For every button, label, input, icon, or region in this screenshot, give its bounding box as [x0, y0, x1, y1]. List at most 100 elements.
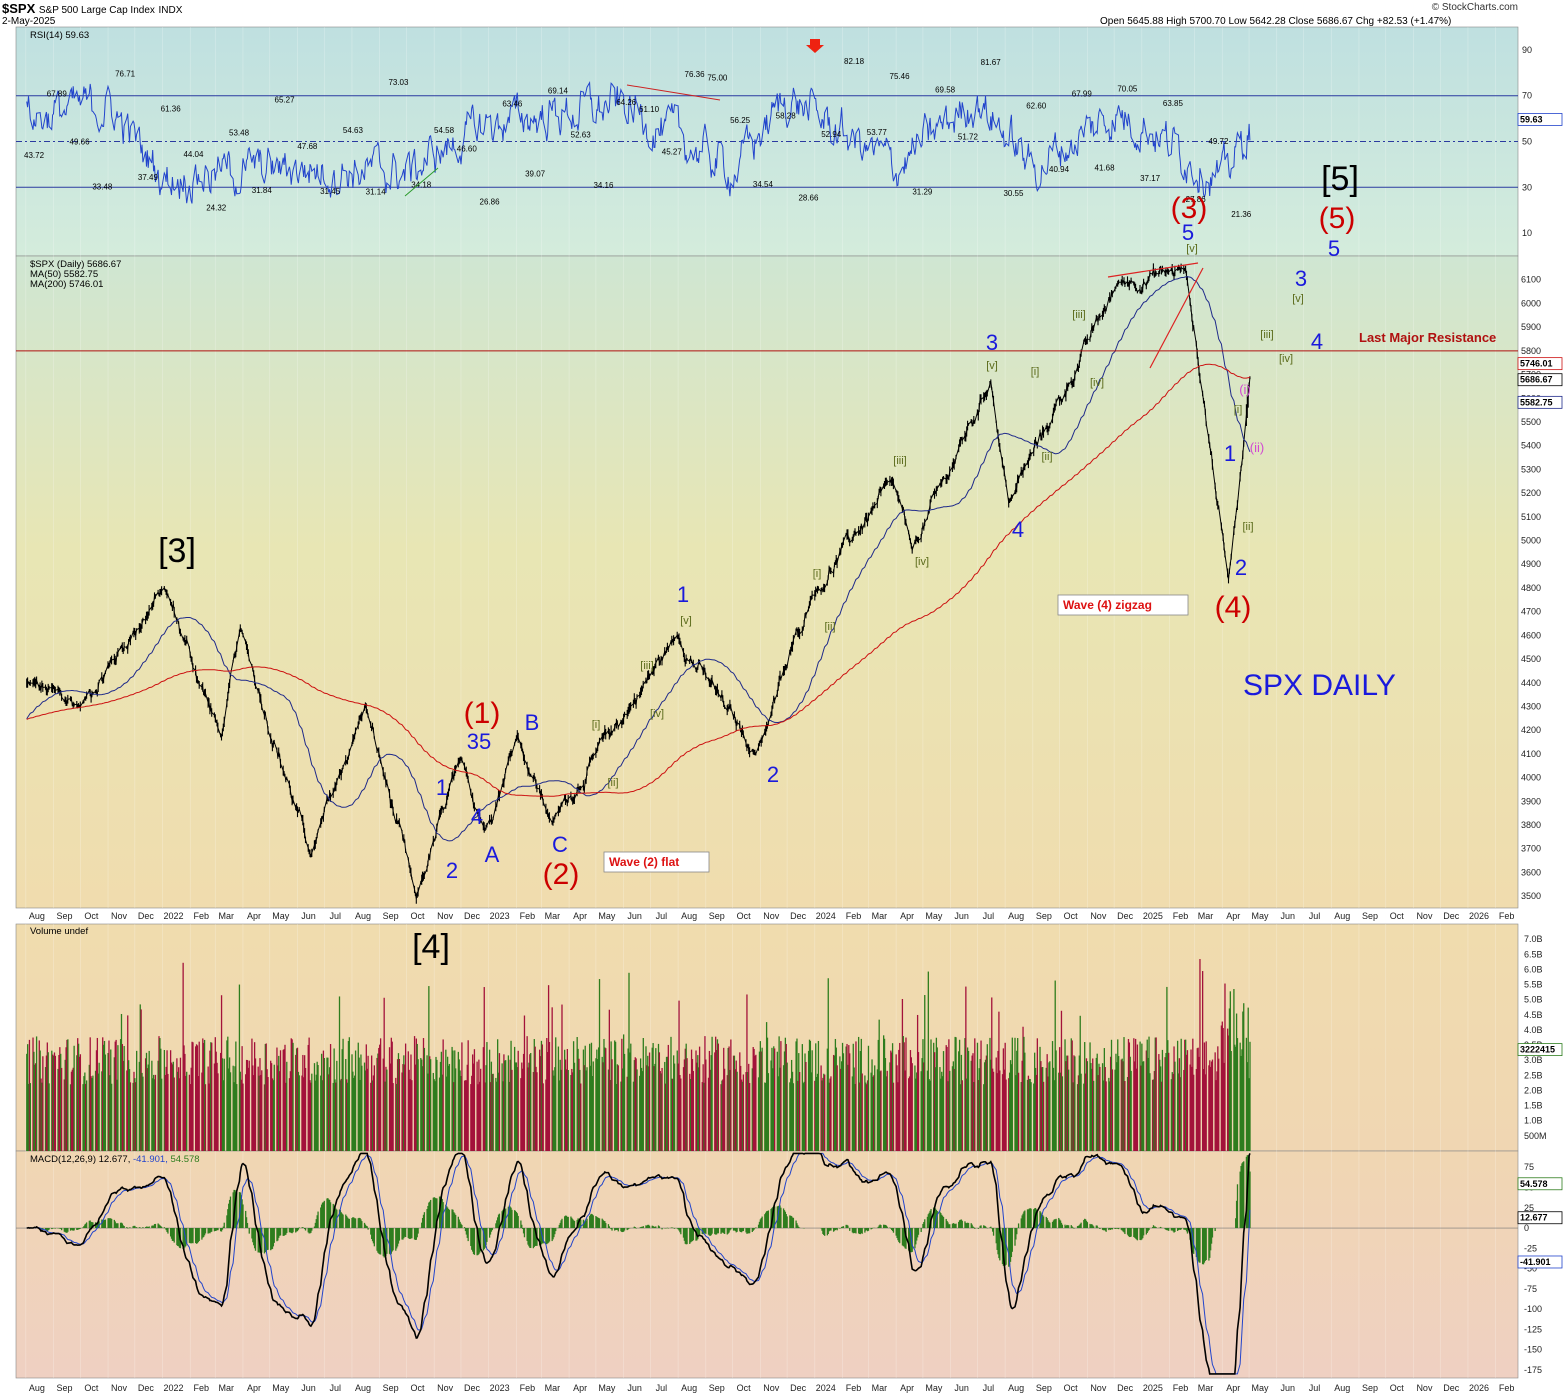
volume-bar	[795, 1041, 797, 1151]
macd-hist-bar	[584, 1220, 586, 1229]
axis-bottom-label: Aug	[681, 1383, 697, 1393]
volume-bar	[1153, 1071, 1156, 1151]
macd-hist-bar	[540, 1228, 543, 1245]
macd-hist-bar	[285, 1228, 287, 1235]
macd-hist-bar	[823, 1228, 825, 1236]
volume-bar	[295, 1048, 298, 1151]
macd-hist-bar	[370, 1228, 372, 1235]
macd-hist-bar	[860, 1228, 862, 1234]
volume-bar	[461, 1042, 463, 1151]
volume-bar	[1015, 1075, 1017, 1151]
volume-bar	[871, 1059, 873, 1151]
volume-bar	[251, 1038, 253, 1151]
volume-bar	[1210, 1061, 1213, 1151]
macd-hist-bar	[755, 1227, 757, 1229]
volume-bar	[870, 1072, 872, 1151]
macd-hist-bar	[432, 1197, 434, 1229]
macd-hist-bar	[878, 1225, 880, 1229]
macd-hist-bar	[267, 1228, 269, 1250]
macd-hist-bar	[727, 1228, 729, 1234]
macd-hist-bar	[372, 1228, 375, 1244]
macd-hist-bar	[396, 1228, 399, 1247]
macd-hist-bar	[1033, 1209, 1035, 1229]
volume-bar	[502, 1081, 504, 1151]
macd-hist-tag: 54.578	[1520, 1179, 1548, 1189]
macd-hist-bar	[286, 1228, 288, 1233]
volume-bar	[336, 1060, 338, 1151]
volume-bar	[184, 1053, 186, 1151]
volume-bar	[1229, 991, 1231, 1151]
volume-bar	[698, 1067, 700, 1151]
volume-bar	[922, 1039, 924, 1151]
volume-bar	[808, 1039, 811, 1151]
macd-hist-bar	[822, 1228, 824, 1234]
volume-bar	[684, 1048, 686, 1151]
macd-hist-bar	[711, 1228, 713, 1234]
wave-label-blue: C	[552, 832, 568, 857]
volume-bar	[580, 1083, 582, 1151]
axis-bottom-label: Apr	[573, 1383, 587, 1393]
ma50-label: MA(50) 5582.75	[30, 269, 98, 280]
volume-bar	[98, 1062, 100, 1151]
volume-bar	[926, 1070, 929, 1151]
macd-hist-bar	[740, 1228, 743, 1233]
volume-bar	[723, 1047, 725, 1151]
volume-bar	[1155, 1037, 1157, 1151]
macd-hist-bar	[677, 1228, 679, 1230]
axis-top-label: Mar	[1198, 911, 1214, 921]
volume-bar	[1143, 1061, 1145, 1151]
volume-bar	[203, 1042, 205, 1151]
macd-hist-bar	[92, 1222, 94, 1229]
volume-bar	[73, 1045, 75, 1151]
macd-hist-bar	[1210, 1228, 1212, 1251]
volume-bar	[952, 1061, 954, 1151]
macd-hist-bar	[284, 1228, 286, 1236]
wave-label-blue: 2	[1235, 555, 1247, 580]
volume-bar	[979, 1059, 981, 1151]
macd-hist-bar	[391, 1228, 393, 1252]
axis-top-label: 2025	[1143, 911, 1163, 921]
wave-label-blue: 5	[1328, 236, 1340, 261]
macd-hist-bar	[783, 1210, 786, 1229]
macd-hist-bar	[123, 1225, 125, 1229]
volume-bar	[971, 1055, 973, 1151]
macd-hist-bar	[1142, 1228, 1144, 1239]
macd-hist-bar	[1159, 1226, 1162, 1229]
volume-bar	[735, 1060, 737, 1151]
macd-hist-bar	[721, 1228, 723, 1233]
rsi-value-label: 43.72	[24, 151, 45, 160]
macd-hist-bar	[340, 1212, 342, 1229]
macd-hist-bar	[996, 1228, 998, 1250]
volume-bar	[353, 1077, 355, 1151]
rsi-value-label: 67.89	[47, 90, 68, 99]
axis-bottom-label: Aug	[1334, 1383, 1350, 1393]
volume-bar	[1071, 1040, 1073, 1151]
macd-hist-bar	[246, 1222, 249, 1229]
macd-hist-bar	[676, 1228, 678, 1229]
volume-bar	[714, 1052, 716, 1151]
volume-current-tag: 3222415	[1520, 1045, 1555, 1055]
macd-hist-bar	[730, 1228, 732, 1230]
volume-bar	[867, 1045, 870, 1151]
axis-top-label: May	[272, 911, 290, 921]
volume-bar	[1217, 1046, 1219, 1151]
macd-hist-bar	[1205, 1228, 1207, 1261]
macd-hist-bar	[992, 1228, 994, 1232]
volume-bar	[136, 1050, 138, 1151]
volume-bar	[899, 1042, 901, 1151]
volume-bar	[89, 1037, 91, 1151]
macd-hist-bar	[646, 1225, 648, 1229]
rsi-value-label: 39.07	[525, 170, 546, 179]
macd-hist-bar	[76, 1228, 78, 1230]
volume-bar	[598, 979, 601, 1151]
volume-bar	[664, 1061, 666, 1151]
macd-hist-bar	[77, 1228, 79, 1230]
volume-bar	[1110, 1039, 1113, 1151]
volume-bar	[1184, 1039, 1186, 1151]
macd-hist-bar	[323, 1200, 325, 1229]
macd-hist-bar	[509, 1206, 511, 1229]
volume-bar	[472, 1063, 475, 1151]
macd-hist-bar	[513, 1210, 516, 1229]
axis-top-label: Jul	[656, 911, 668, 921]
axis-top-label: Nov	[437, 911, 454, 921]
